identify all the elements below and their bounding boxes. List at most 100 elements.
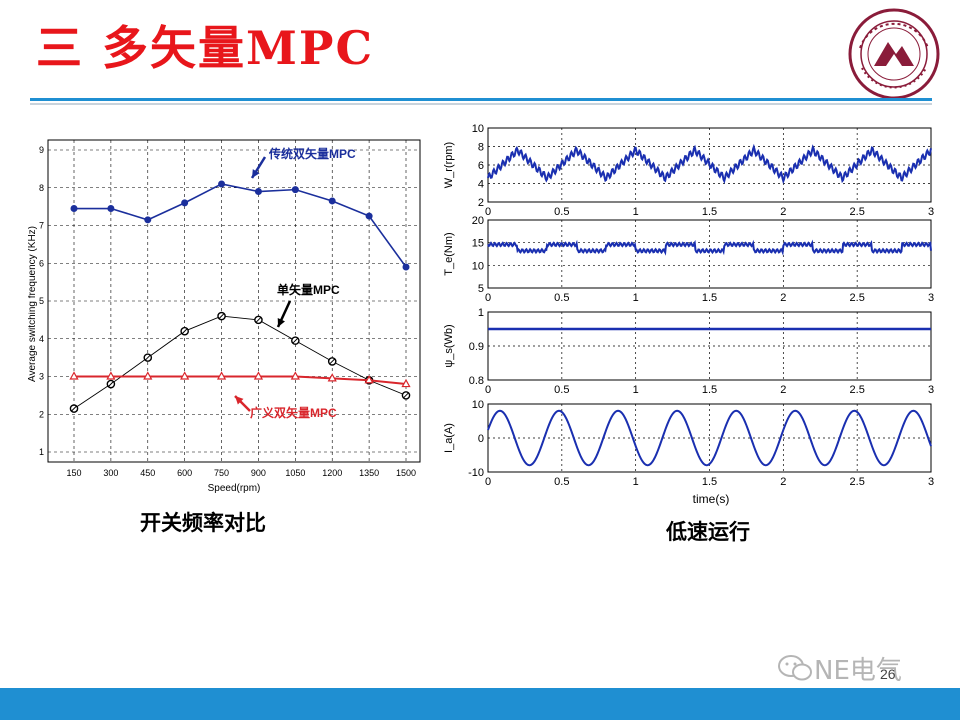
data-point	[106, 371, 116, 380]
y-tick-label: -10	[468, 467, 484, 479]
x-tick-label: 1050	[285, 468, 305, 478]
series-line	[73, 315, 407, 409]
y-tick-label: 4	[39, 334, 44, 344]
x-tick-label: 2	[780, 292, 786, 304]
data-point	[216, 371, 227, 380]
x-tick-label: 2.5	[850, 384, 865, 396]
annotation-label: 单矢量MPC	[277, 282, 340, 297]
signal-trace	[487, 143, 932, 185]
x-tick-label: 600	[177, 468, 192, 478]
y-tick-label: 2	[39, 409, 44, 419]
x-tick-label: 2	[780, 476, 786, 488]
x-ticks: 150 300 450 600 750 900 1050 1200 1350 1500	[66, 468, 416, 478]
y-tick-label: 0.8	[469, 375, 484, 387]
data-point	[143, 371, 153, 380]
series-annotation: 广义双矢量MPC	[234, 395, 337, 420]
data-point-mark	[403, 392, 409, 399]
annotation-label: 广义双矢量MPC	[250, 405, 337, 420]
title-divider-thin	[30, 103, 932, 105]
y-tick-label: 20	[472, 215, 484, 227]
data-point	[181, 199, 189, 207]
x-tick-label: 2.5	[850, 476, 865, 488]
data-point	[69, 371, 79, 380]
y-ticks: 1 2 3 4 5 6 7 8 9	[39, 145, 44, 457]
left-caption: 开关频率对比	[140, 511, 266, 535]
x-tick-label: 2.5	[850, 206, 865, 218]
right-caption: 低速运行	[666, 520, 750, 544]
x-tick-label: 0.5	[554, 206, 569, 218]
title-divider	[30, 98, 932, 101]
y-tick-label: 0	[478, 433, 484, 445]
y-axis-label: W_r(rpm)	[443, 142, 455, 188]
data-point	[144, 216, 152, 224]
x-tick-label: 1350	[359, 468, 379, 478]
data-point	[290, 371, 300, 380]
data-point-mark	[71, 405, 77, 412]
series-line	[74, 183, 407, 268]
data-point-mark	[292, 337, 298, 344]
data-point-mark	[329, 358, 335, 365]
data-point-mark	[218, 313, 225, 319]
y-tick-label: 10	[472, 260, 484, 272]
series-annotations: 传统双矢量MPC 单矢量MPC 广义双矢量MPC	[234, 146, 356, 420]
data-point	[365, 212, 373, 220]
x-tick-label: 1500	[396, 468, 416, 478]
data-point	[180, 371, 190, 380]
annotation-label: 传统双矢量MPC	[268, 146, 356, 161]
page-number: 26	[880, 666, 896, 682]
data-point-mark	[255, 317, 262, 323]
x-tick-label: 750	[214, 468, 229, 478]
x-tick-label: 0.5	[554, 476, 569, 488]
series-annotation: 传统双矢量MPC	[250, 146, 356, 179]
series-3	[69, 371, 411, 388]
x-tick-label: 0	[485, 476, 491, 488]
panel-1: 0 0.5 1 1.5 2 2.5 3 2 4 6 8 10 W_r(rpm)	[443, 123, 934, 218]
x-tick-label: 1	[633, 384, 639, 396]
data-point	[328, 197, 336, 205]
x-tick-label: 2	[780, 384, 786, 396]
data-point	[218, 180, 226, 188]
x-tick-label: 0	[485, 292, 491, 304]
chat-bubble-icon	[778, 655, 812, 681]
y-tick-label: 5	[478, 283, 484, 295]
x-tick-label: 1	[633, 206, 639, 218]
arrow-head	[235, 396, 244, 405]
y-tick-label: 15	[472, 238, 484, 250]
y-tick-label: 1	[39, 447, 44, 457]
y-tick-label: 6	[39, 258, 44, 268]
x-tick-label: 900	[251, 468, 266, 478]
y-axis-label: ψ_s(Wb)	[443, 324, 455, 367]
y-axis-label: Average switching frequency (KHz)	[28, 226, 38, 382]
series-annotation: 单矢量MPC	[276, 282, 340, 328]
x-tick-label: 450	[140, 468, 155, 478]
x-tick-label: 0	[485, 206, 491, 218]
x-tick-label: 300	[103, 468, 118, 478]
slide-title: 三 多矢量MPC	[36, 21, 375, 75]
x-tick-label: 1.5	[702, 384, 717, 396]
x-tick-label: 150	[66, 468, 81, 478]
y-tick-label: 0.9	[469, 341, 484, 353]
data-point	[107, 205, 115, 213]
data-point-mark	[182, 328, 188, 334]
x-tick-label: 2	[780, 206, 786, 218]
x-tick-label: 3	[928, 476, 934, 488]
x-tick-label: 0.5	[554, 292, 569, 304]
data-point	[70, 205, 78, 213]
y-tick-label: 6	[478, 160, 484, 172]
y-axis-label: I_a(A)	[443, 423, 455, 453]
data-point	[291, 186, 299, 194]
y-tick-label: 5	[39, 296, 44, 306]
panel-3: 0 0.5 1 1.5 2 2.5 3 0.8 0.9 1 ψ_s(Wb)	[443, 307, 934, 396]
panel-2: 0 0.5 1 1.5 2 2.5 3 5 10 15 20 T_e(Nm)	[443, 215, 934, 304]
y-tick-label: 10	[472, 399, 484, 411]
y-tick-label: 10	[472, 123, 484, 135]
switching-frequency-chart: 1 2 3 4 5 6 7 8 9 150 300 450 600 750 900 1050 1200 1350…	[28, 139, 421, 494]
y-tick-label: 8	[39, 183, 44, 193]
y-tick-label: 8	[478, 142, 484, 154]
series	[69, 180, 411, 413]
y-axis-label: T_e(Nm)	[443, 232, 455, 275]
x-axis-label: time(s)	[693, 492, 730, 506]
y-tick-label: 2	[478, 197, 484, 209]
